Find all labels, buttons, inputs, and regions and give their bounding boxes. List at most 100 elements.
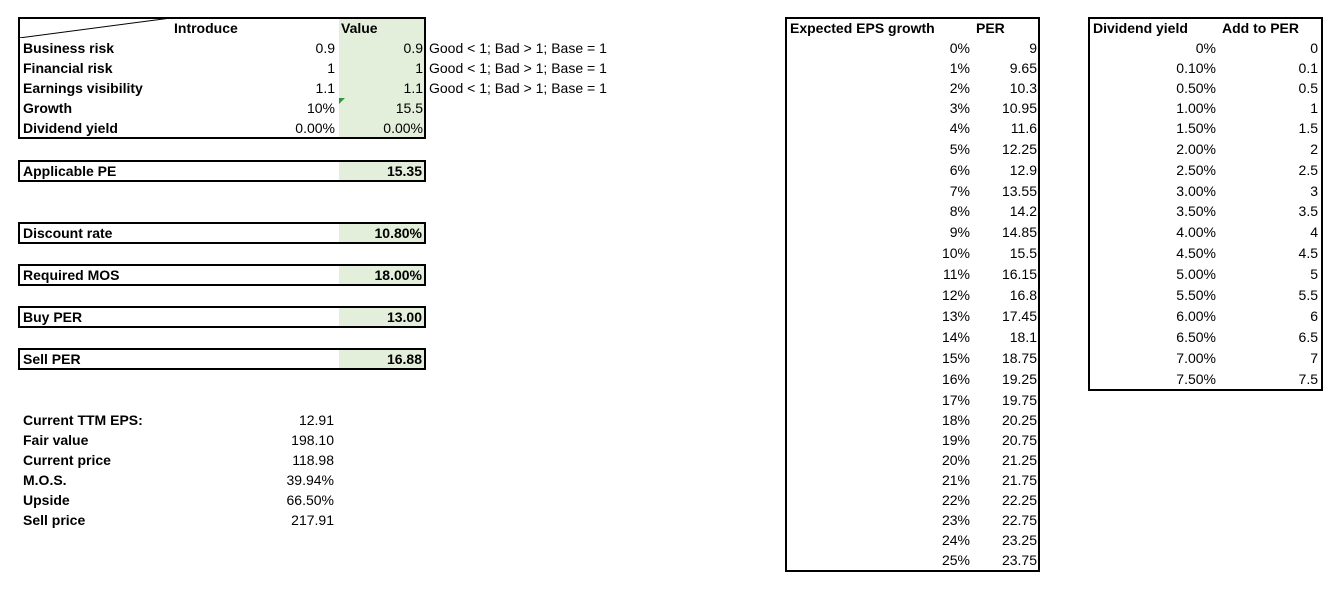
eps-row-growth: 13% — [941, 308, 970, 324]
eps-row-growth: 8% — [949, 203, 970, 219]
eps-row-per: 12.25 — [1001, 141, 1037, 157]
input-row-introduce: 1.1 — [315, 80, 335, 96]
eps-row-per: 22.75 — [1001, 512, 1037, 528]
result-label: Current TTM EPS: — [23, 412, 143, 428]
result-value: 12.91 — [298, 412, 334, 428]
summary-box — [18, 348, 426, 370]
eps-row-per: 20.25 — [1001, 412, 1037, 428]
eps-row-per: 15.5 — [1009, 245, 1037, 261]
eps-row-growth: 25% — [941, 552, 970, 568]
dividend-row-yield: 2.50% — [1176, 162, 1216, 178]
eps-row-per: 23.75 — [1001, 552, 1037, 568]
dividend-row-yield: 0% — [1195, 40, 1216, 56]
summary-value-fill — [339, 307, 425, 327]
eps-row-per: 10.3 — [1009, 80, 1037, 96]
eps-row-per: 14.85 — [1001, 224, 1037, 240]
eps-row-per: 12.9 — [1009, 162, 1037, 178]
summary-value: 13.00 — [386, 309, 422, 325]
summary-value: 15.35 — [386, 163, 422, 179]
result-label: Current price — [23, 452, 111, 468]
input-row-label: Business risk — [23, 40, 115, 56]
dividend-row-yield: 7.50% — [1176, 371, 1216, 387]
input-row-note: Good < 1; Bad > 1; Base = 1 — [429, 40, 607, 56]
eps-row-per: 22.25 — [1001, 492, 1037, 508]
summary-value: 16.88 — [386, 351, 422, 367]
dividend-row-add: 0.5 — [1298, 80, 1318, 96]
eps-row-per: 14.2 — [1009, 203, 1037, 219]
dividend-row-yield: 4.00% — [1176, 224, 1216, 240]
dividend-row-add: 6.5 — [1298, 329, 1318, 345]
summary-value-fill — [339, 223, 425, 243]
summary-box — [18, 306, 426, 328]
dividend-row-yield: 3.00% — [1176, 183, 1216, 199]
dividend-row-add: 5.5 — [1298, 287, 1318, 303]
dividend-row-add: 7 — [1310, 350, 1318, 366]
eps-row-per: 16.8 — [1009, 287, 1037, 303]
summary-label: Discount rate — [23, 225, 113, 241]
eps-row-per: 19.75 — [1001, 392, 1037, 408]
eps-row-growth: 16% — [941, 371, 970, 387]
dividend-row-add: 5 — [1310, 266, 1318, 282]
comment-marker-icon — [339, 98, 345, 104]
summary-value: 10.80% — [374, 225, 422, 241]
result-value: 118.98 — [292, 452, 334, 468]
header-diagonal-line — [19, 18, 171, 38]
eps-row-per: 9.65 — [1009, 60, 1037, 76]
eps-row-growth: 14% — [941, 329, 970, 345]
dividend-row-add: 2 — [1310, 141, 1318, 157]
dividend-row-yield: 4.50% — [1176, 245, 1216, 261]
summary-label: Required MOS — [23, 267, 120, 283]
eps-row-per: 10.95 — [1001, 100, 1037, 116]
summary-value-fill — [339, 161, 425, 181]
eps-row-growth: 12% — [941, 287, 970, 303]
input-header-value: Value — [341, 20, 378, 36]
eps-row-growth: 21% — [941, 472, 970, 488]
dividend-table — [1088, 17, 1323, 391]
input-row-label: Financial risk — [23, 60, 113, 76]
result-value: 198.10 — [291, 432, 334, 448]
eps-row-growth: 3% — [949, 100, 970, 116]
summary-box — [18, 160, 426, 182]
eps-row-per: 9 — [1029, 40, 1037, 56]
input-table — [18, 17, 426, 139]
dividend-row-add: 4 — [1310, 224, 1318, 240]
eps-row-per: 20.75 — [1001, 432, 1037, 448]
eps-row-per: 21.25 — [1001, 452, 1037, 468]
dividend-row-yield: 0.50% — [1176, 80, 1216, 96]
summary-box — [18, 222, 426, 244]
eps-row-per: 18.1 — [1009, 329, 1037, 345]
dividend-row-add: 6 — [1310, 308, 1318, 324]
result-value: 66.50% — [286, 492, 334, 508]
eps-header-growth: Expected EPS growth — [790, 20, 935, 36]
result-value: 217.91 — [291, 512, 334, 528]
dividend-row-yield: 7.00% — [1176, 350, 1216, 366]
eps-row-per: 11.6 — [1010, 120, 1037, 136]
dividend-row-add: 1 — [1310, 100, 1318, 116]
input-row-label: Growth — [23, 100, 72, 116]
input-row-label: Dividend yield — [23, 120, 118, 136]
dividend-row-yield: 6.00% — [1176, 308, 1216, 324]
eps-row-per: 18.75 — [1001, 350, 1037, 366]
eps-row-growth: 11% — [943, 266, 970, 282]
eps-row-per: 23.25 — [1001, 532, 1037, 548]
eps-row-growth: 7% — [949, 183, 970, 199]
eps-row-per: 13.55 — [1001, 183, 1037, 199]
eps-row-growth: 2% — [949, 80, 970, 96]
summary-label: Buy PER — [23, 309, 83, 325]
result-label: M.O.S. — [23, 472, 67, 488]
summary-box — [18, 264, 426, 286]
dividend-row-add: 3.5 — [1298, 203, 1318, 219]
input-row-value: 0.00% — [383, 120, 423, 136]
eps-row-per: 19.25 — [1001, 371, 1037, 387]
eps-row-growth: 4% — [949, 120, 970, 136]
eps-row-growth: 18% — [941, 412, 970, 428]
summary-label: Sell PER — [23, 351, 81, 367]
input-row-value: 15.5 — [395, 100, 423, 116]
eps-row-growth: 0% — [949, 40, 970, 56]
eps-row-per: 17.45 — [1001, 308, 1037, 324]
dividend-row-add: 2.5 — [1298, 162, 1318, 178]
input-header-introduce: Introduce — [174, 20, 238, 36]
summary-value: 18.00% — [374, 267, 422, 283]
summary-value-fill — [339, 349, 425, 369]
input-row-introduce: 0.00% — [295, 120, 335, 136]
